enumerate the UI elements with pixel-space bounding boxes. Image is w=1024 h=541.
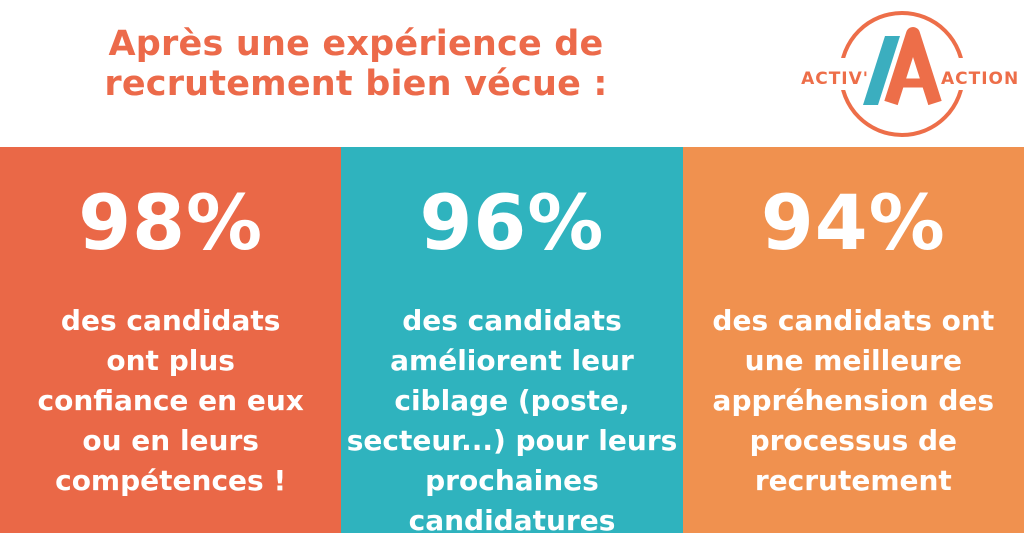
stat-card-confidence: 98% des candidats ont plus confiance en … xyxy=(0,147,342,533)
stat-value-process: 94% xyxy=(760,178,946,267)
stat-description-confidence: des candidats ont plus confiance en eux … xyxy=(37,304,304,497)
page-title: Après une expérience de recrutement bien… xyxy=(104,24,608,104)
logo-text-activ: ACTIV' xyxy=(801,69,869,89)
activaction-logo: ACTIV' ACTION xyxy=(787,11,1024,137)
header: Après une expérience de recrutement bien… xyxy=(0,0,1024,147)
logo-slash-icon xyxy=(863,36,900,105)
bottom-margin xyxy=(0,533,1024,535)
stat-bands: 98% des candidats ont plus confiance en … xyxy=(0,147,1024,537)
stat-card-process: 94% des candidats ont une meilleure appr… xyxy=(682,147,1024,533)
logo-right-knockout xyxy=(935,58,1024,90)
logo-letter-a-icon xyxy=(884,27,942,106)
stat-description-process: des candidats ont une meilleure appréhen… xyxy=(712,304,995,497)
stat-value-confidence: 98% xyxy=(78,178,264,267)
logo-text-action: ACTION xyxy=(941,69,1019,89)
stat-card-targeting: 96% des candidats améliorent leur ciblag… xyxy=(341,147,683,537)
stat-value-targeting: 96% xyxy=(419,178,605,267)
logo-left-knockout xyxy=(787,58,873,90)
stat-description-targeting: des candidats améliorent leur ciblage (p… xyxy=(346,304,678,537)
